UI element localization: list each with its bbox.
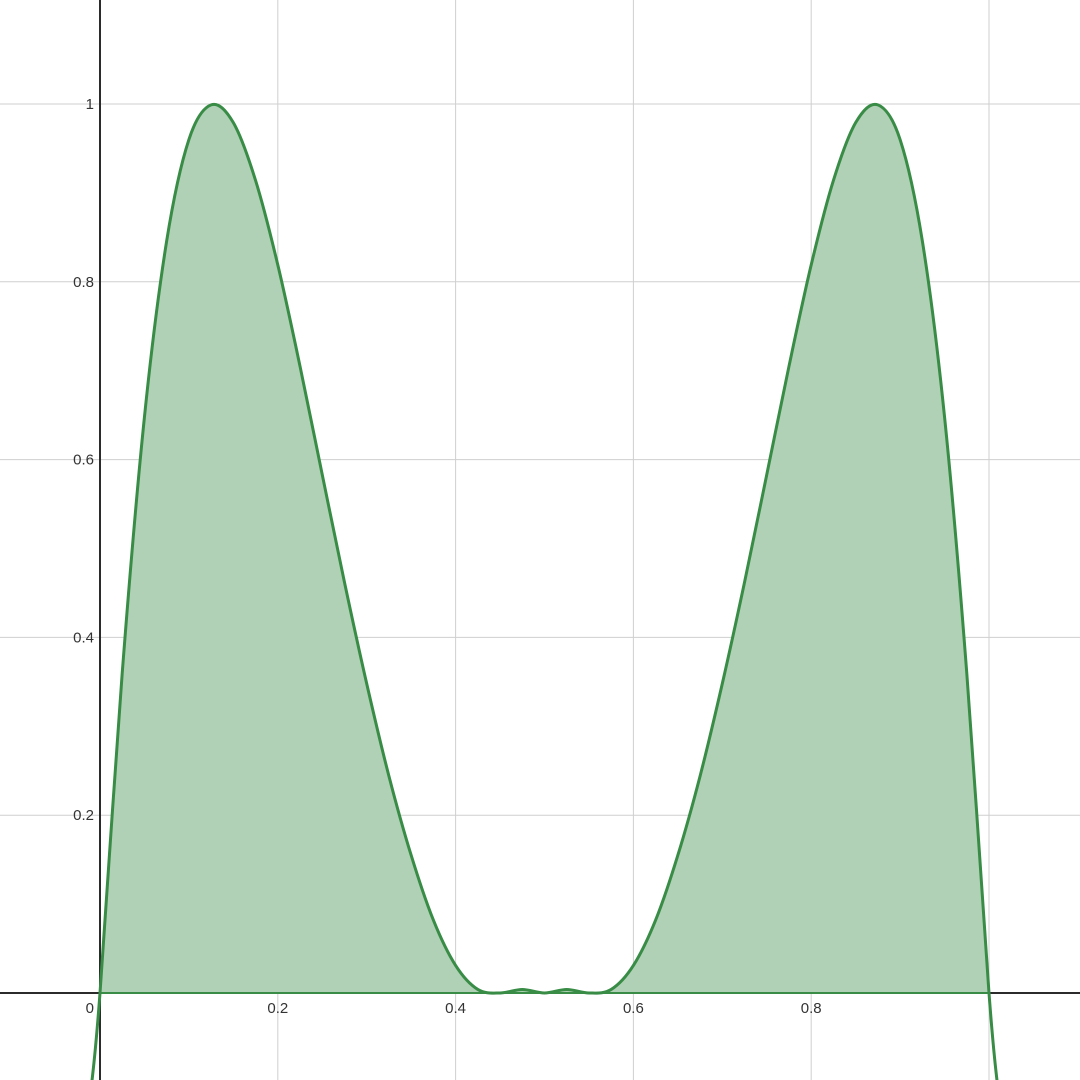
y-tick-label: 0.4 [73, 629, 94, 646]
origin-label: 0 [86, 1000, 94, 1017]
shaded-area [100, 104, 989, 994]
x-tick-label: 0.8 [801, 1000, 822, 1017]
function-curve [90, 102, 999, 1080]
y-tick-label: 0.2 [73, 807, 94, 824]
x-tick-label: 0.2 [267, 1000, 288, 1017]
y-tick-label: 0.6 [73, 452, 94, 469]
y-tick-label: 1 [86, 96, 94, 113]
tick-labels: 0.2 0.4 0.6 0.8 1 0.2 0.4 0.6 0.8 0 [73, 96, 821, 1017]
x-tick-label: 0.4 [445, 1000, 466, 1017]
area-fill [100, 104, 989, 994]
x-tick-label: 0.6 [623, 1000, 644, 1017]
y-tick-label: 0.8 [73, 274, 94, 291]
